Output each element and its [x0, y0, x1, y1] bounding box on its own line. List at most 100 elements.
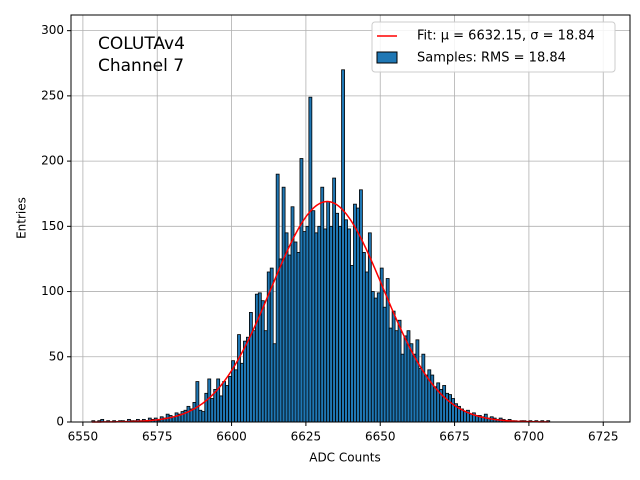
bar: [308, 96, 313, 423]
x-tick-label: 6575: [142, 430, 173, 444]
bar: [442, 385, 447, 423]
bar: [281, 186, 286, 423]
bar: [376, 292, 381, 423]
bar: [272, 343, 277, 423]
ticks: 6550 6575 6600 6625 6650 6675 6700 6725 0 50 100 15…: [41, 23, 618, 443]
bar: [445, 392, 450, 423]
bar: [361, 252, 366, 423]
y-tick-label: 150: [41, 219, 64, 233]
bar: [356, 207, 360, 423]
annotation: Channel 7: [98, 56, 184, 76]
bar: [186, 405, 191, 423]
bar: [421, 353, 426, 423]
legend-patch: [376, 51, 398, 64]
annotation: COLUTAv4: [98, 34, 185, 54]
bar: [433, 386, 438, 423]
bar: [249, 312, 253, 423]
bar: [403, 335, 408, 423]
bar: [311, 210, 316, 423]
y-tick-label: 0: [56, 415, 64, 429]
bar: [326, 201, 331, 423]
bar: [335, 212, 340, 423]
y-tick-label: 100: [41, 284, 64, 298]
bar: [314, 232, 319, 423]
bar: [350, 265, 354, 423]
plot-frame: [70, 14, 631, 423]
bar: [275, 173, 280, 423]
bar: [397, 319, 402, 423]
bar: [198, 409, 203, 423]
bar: [344, 219, 348, 423]
bar: [246, 336, 250, 423]
bar: [424, 374, 429, 423]
bar: [415, 339, 420, 423]
bar: [168, 415, 173, 423]
bar: [353, 203, 357, 423]
bar: [240, 362, 244, 423]
bar: [323, 228, 328, 423]
bar: [412, 353, 417, 423]
y-tick-label: 50: [49, 349, 64, 363]
legend: Fit: μ = 6632.15, σ = 18.84 Samples: RMS…: [371, 21, 616, 73]
bar: [299, 158, 304, 423]
bar: [382, 306, 387, 423]
bar: [192, 402, 197, 423]
x-tick-label: 6550: [68, 430, 99, 444]
bar: [207, 378, 212, 423]
bar: [204, 392, 209, 423]
bar: [347, 228, 351, 423]
bar: [332, 177, 337, 423]
bar: [284, 232, 289, 423]
bar: [228, 375, 232, 423]
bar: [448, 394, 452, 423]
bar: [263, 330, 268, 423]
bar: [373, 297, 378, 423]
bar: [451, 398, 455, 423]
x-tick-label: 6725: [588, 430, 619, 444]
x-axis-label: ADC Counts: [309, 451, 381, 465]
bar: [394, 330, 399, 423]
x-tick-label: 6600: [216, 430, 247, 444]
bar: [302, 231, 307, 423]
fit-curve: [91, 200, 549, 423]
bar: [364, 271, 369, 423]
bar: [219, 395, 224, 423]
x-tick-label: 6700: [514, 430, 545, 444]
y-tick-label: 300: [41, 23, 64, 37]
bar: [338, 225, 342, 423]
bar: [260, 300, 265, 423]
legend-label: Fit: μ = 6632.15, σ = 18.84: [417, 29, 595, 44]
bar: [317, 225, 322, 423]
bar: [174, 412, 179, 423]
bar: [329, 225, 334, 423]
y-axis-label: Entries: [15, 197, 29, 239]
bar: [293, 241, 298, 423]
bar: [409, 343, 414, 423]
bar: [254, 293, 259, 423]
bar: [436, 382, 441, 423]
bar: [400, 353, 405, 423]
bar: [359, 189, 363, 423]
bar: [210, 398, 215, 423]
legend-box: [371, 21, 616, 73]
bar: [213, 388, 218, 423]
y-tick-label: 250: [41, 88, 64, 102]
bar: [243, 340, 247, 423]
bar: [469, 413, 473, 423]
bar: [370, 291, 375, 423]
bar: [234, 369, 238, 423]
bar: [296, 252, 301, 423]
bar: [379, 267, 384, 423]
bar: [341, 69, 345, 423]
bar: [237, 334, 241, 423]
legend-label: Samples: RMS = 18.84: [417, 51, 566, 66]
bar: [463, 411, 467, 423]
x-tick-label: 6675: [439, 430, 470, 444]
bar: [278, 258, 283, 423]
bar: [216, 378, 221, 423]
bar: [222, 381, 227, 423]
y-tick-label: 200: [41, 154, 64, 168]
bar: [251, 330, 256, 423]
bar: [201, 411, 206, 423]
